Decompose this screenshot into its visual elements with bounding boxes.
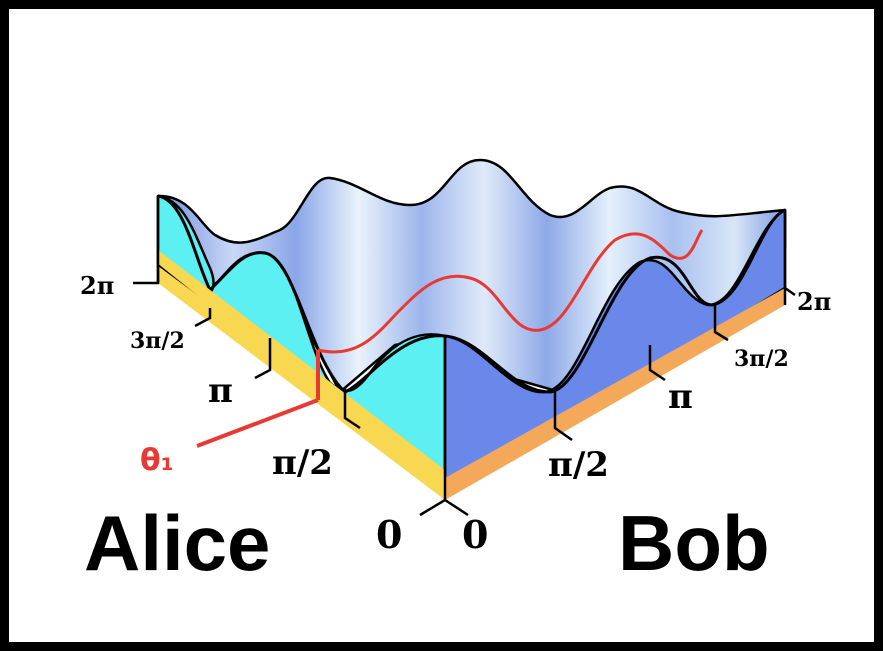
- alice-label: Alice: [84, 499, 270, 587]
- theta-pointer-line: [196, 398, 319, 448]
- bob-tick-label-3pi2: 3π/2: [734, 346, 789, 372]
- bob-tick-label-0: 0: [462, 512, 488, 557]
- alice-tick-0: [419, 498, 446, 517]
- bob-tick-label-pi: π: [668, 377, 693, 417]
- alice-tick-2pi: [133, 266, 160, 285]
- alice-tick-label-pi: π: [208, 371, 233, 411]
- bob-tick-label-pi2: π/2: [548, 445, 609, 485]
- alice-tick-label-pi2: π/2: [272, 443, 333, 483]
- bob-tick-2pi: [784, 286, 796, 297]
- bob-tick-3pi2: [713, 305, 729, 342]
- alice-tick-label-3pi2: 3π/2: [130, 328, 185, 354]
- alice-ticks: [133, 266, 446, 517]
- bob-tick-pi: [648, 345, 666, 382]
- alice-tick-pi: [254, 338, 272, 380]
- bob-label: Bob: [618, 499, 770, 587]
- alice-tick-label-0: 0: [376, 512, 402, 557]
- bob-base-strip: [445, 288, 785, 500]
- bob-tick-label-2pi: 2π: [797, 287, 831, 316]
- bob-ticks: [444, 286, 796, 517]
- alice-tick-label-2pi: 2π: [80, 271, 114, 300]
- alice-tick-3pi2: [194, 308, 212, 328]
- theta-label: θ₁: [140, 443, 174, 478]
- bob-tick-pi2: [553, 392, 573, 442]
- alice-tick-pi2: [343, 388, 361, 430]
- alice-base-strip: [158, 266, 445, 500]
- theta-trajectory-line: [317, 229, 704, 354]
- bob-wave-profile: [444, 208, 786, 394]
- alice-wave-profile: [157, 194, 446, 394]
- bob-tick-0: [444, 498, 469, 517]
